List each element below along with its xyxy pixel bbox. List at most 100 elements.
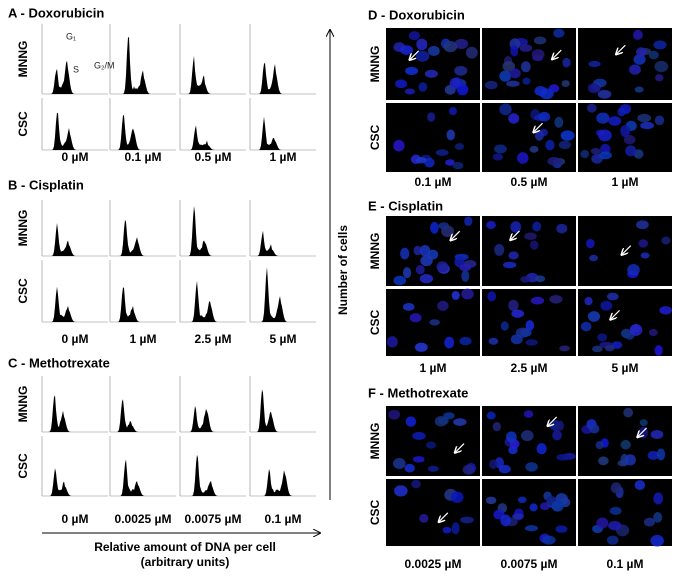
nucleus <box>606 535 619 545</box>
nucleus <box>653 512 663 523</box>
histogram <box>45 60 105 94</box>
nucleus <box>555 420 564 431</box>
nucleus <box>522 77 531 85</box>
x-axis-label: Relative amount of DNA per cell <box>94 540 276 554</box>
nucleus <box>414 342 428 352</box>
nucleus <box>415 156 427 164</box>
nucleus <box>400 45 414 55</box>
nucleus <box>499 103 512 116</box>
row-label: CSC <box>368 125 382 151</box>
nucleus <box>454 65 468 76</box>
nucleus <box>520 276 531 283</box>
nucleus <box>653 40 667 50</box>
nucleus <box>597 333 608 342</box>
nucleus <box>388 409 401 420</box>
nucleus <box>533 36 547 45</box>
nucleus <box>648 329 658 337</box>
nucleus <box>402 303 415 311</box>
histogram <box>183 454 243 496</box>
nucleus <box>598 151 612 160</box>
nucleus <box>425 441 437 449</box>
nucleus <box>634 480 646 491</box>
nucleus <box>534 129 544 141</box>
row-label: CSC <box>16 453 30 479</box>
nucleus <box>562 57 571 68</box>
nucleus <box>617 107 626 117</box>
nucleus <box>452 161 464 170</box>
nucleus <box>604 345 615 352</box>
nucleus <box>598 456 609 466</box>
nucleus <box>587 83 601 94</box>
histogram <box>183 125 243 150</box>
nucleus <box>430 221 439 234</box>
nucleus <box>647 450 659 461</box>
nucleus <box>536 443 547 455</box>
nucleus <box>509 68 521 79</box>
nucleus <box>429 319 440 326</box>
arrow <box>510 230 520 240</box>
nucleus <box>597 89 612 99</box>
row-label: MNNG <box>368 46 382 83</box>
panel-title: A - Doxorubicin <box>8 5 104 20</box>
nucleus <box>538 111 551 122</box>
nucleus <box>624 454 636 466</box>
nucleus <box>436 261 449 273</box>
nucleus <box>485 80 498 90</box>
nucleus <box>655 74 664 82</box>
dose-label: 1 µM <box>270 150 297 164</box>
arrow <box>455 443 465 453</box>
arrow <box>611 309 620 319</box>
nucleus <box>404 463 415 473</box>
nucleus <box>460 516 474 524</box>
nucleus <box>620 125 631 138</box>
nucleus <box>580 150 590 159</box>
nucleus <box>608 116 622 126</box>
nucleus <box>636 220 649 230</box>
histogram <box>113 399 173 432</box>
nucleus <box>415 50 430 62</box>
phase-label: G₁ <box>66 31 76 41</box>
histogram <box>183 405 243 432</box>
arrow <box>616 44 626 54</box>
nucleus <box>552 430 562 441</box>
nucleus <box>465 46 478 59</box>
histogram <box>113 287 173 322</box>
nucleus <box>498 464 511 474</box>
nucleus <box>454 38 469 49</box>
histogram <box>113 115 173 150</box>
nucleus <box>529 503 538 512</box>
nucleus <box>560 130 575 141</box>
nucleus <box>461 270 470 282</box>
nucleus <box>530 296 545 305</box>
nucleus <box>634 86 644 93</box>
nucleus <box>461 288 474 300</box>
nucleus <box>451 290 460 300</box>
nucleus <box>489 459 498 470</box>
nucleus <box>558 140 571 150</box>
nucleus <box>596 517 609 529</box>
nucleus <box>418 82 428 92</box>
nucleus <box>620 439 631 450</box>
nucleus <box>510 45 519 57</box>
nucleus <box>444 336 455 349</box>
nucleus <box>629 324 643 336</box>
dose-label: 0.0075 µM <box>185 512 242 526</box>
dose-label: 0.1 µM <box>125 150 162 164</box>
nucleus <box>656 448 666 461</box>
row-label: MNNG <box>368 233 382 270</box>
nucleus <box>437 300 449 311</box>
nucleus <box>650 534 664 547</box>
nucleus <box>424 157 435 168</box>
nucleus <box>416 38 428 51</box>
histogram <box>253 389 313 432</box>
y-axis-label: Number of cells <box>336 225 350 315</box>
nucleus <box>511 309 525 318</box>
nucleus <box>535 275 546 283</box>
row-label: CSC <box>368 500 382 526</box>
row-label: MNNG <box>368 423 382 460</box>
nucleus <box>492 421 501 432</box>
dose-label: 0 µM <box>62 150 89 164</box>
nucleus <box>545 139 555 151</box>
histogram <box>113 219 173 256</box>
